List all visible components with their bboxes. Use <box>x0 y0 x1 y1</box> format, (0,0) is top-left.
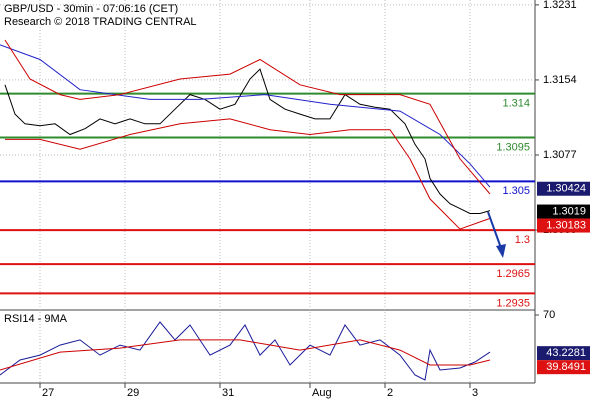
value-tag <box>537 181 590 196</box>
series-line <box>0 339 491 371</box>
x-tick-label: 31 <box>222 387 234 399</box>
level-label: 1.2965 <box>496 268 530 280</box>
x-tick-label: 2 <box>387 387 393 399</box>
series-line <box>5 118 491 230</box>
y-tick-label: 1.3154 <box>543 74 577 86</box>
y-tick-label: 70 <box>543 309 555 321</box>
value-tag-label: 43.2281 <box>546 347 586 359</box>
rsi-title: RSI14 - 9MA <box>4 313 68 325</box>
x-tick-label: Aug <box>312 387 332 399</box>
series-line <box>4 68 491 214</box>
chart-title: GBP/USD - 30min - 07:06:16 (CET) <box>4 3 178 15</box>
value-tag-label: 39.8491 <box>546 361 586 373</box>
value-tag-label: 1.30183 <box>546 219 586 231</box>
x-tick-label: 29 <box>127 387 139 399</box>
x-tick-label: 3 <box>472 387 478 399</box>
value-tag-label: 1.3019 <box>552 205 586 217</box>
level-label: 1.2935 <box>496 297 530 309</box>
forecast-arrowhead <box>496 244 506 258</box>
series-line <box>0 321 491 381</box>
series-line <box>4 39 491 195</box>
level-label: 1.3095 <box>496 141 530 153</box>
x-tick-label: 27 <box>42 387 54 399</box>
forecast-arrow <box>487 211 502 249</box>
value-tag <box>537 360 590 375</box>
level-label: 1.314 <box>502 97 530 109</box>
value-tag <box>537 346 590 361</box>
series-line <box>0 44 491 188</box>
value-tag <box>537 218 590 233</box>
chart-subtitle: Research © 2018 TRADING CENTRAL <box>4 16 197 28</box>
value-tag-label: 1.30424 <box>546 183 586 195</box>
y-tick-label: 1.3077 <box>543 149 577 161</box>
level-label: 1.3 <box>515 234 530 246</box>
value-tag <box>537 204 590 219</box>
y-tick-label: 1.3231 <box>543 0 577 11</box>
level-label: 1.305 <box>502 185 530 197</box>
